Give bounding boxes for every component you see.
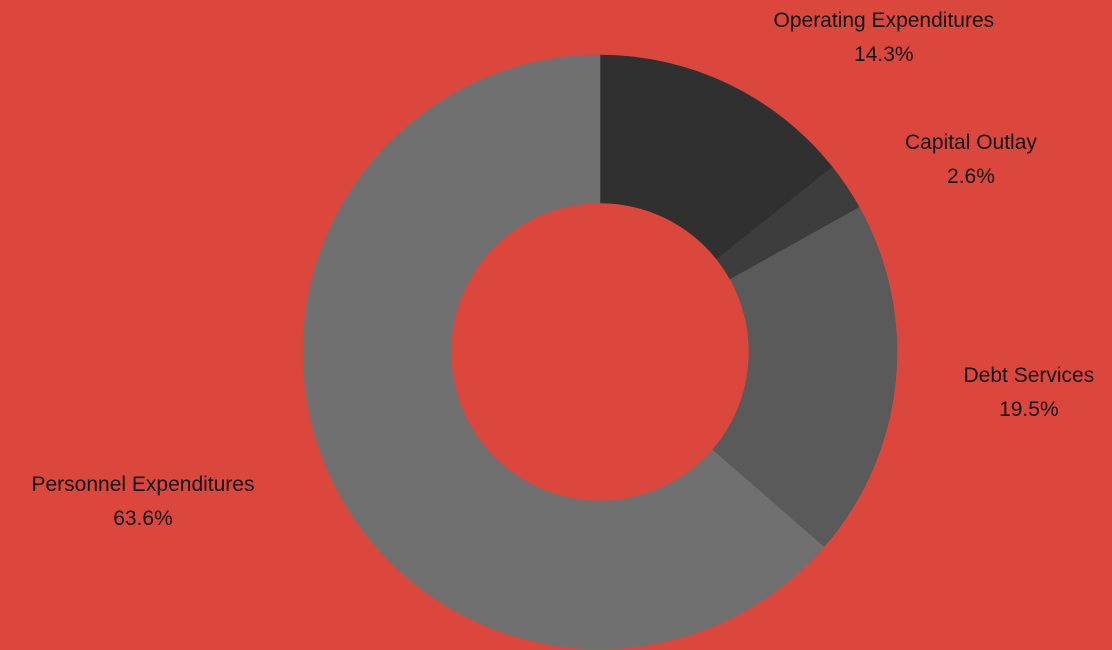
slice-percent-operating-expenditures: 14.3%	[854, 43, 914, 66]
slice-label-personnel-expenditures: Personnel Expenditures 63.6%	[32, 468, 255, 536]
slice-percent-personnel-expenditures: 63.6%	[113, 507, 173, 530]
slice-name-operating-expenditures: Operating Expenditures	[773, 9, 995, 32]
slice-label-operating-expenditures: Operating Expenditures 14.3%	[774, 4, 995, 72]
slice-percent-debt-services: 19.5%	[999, 398, 1059, 421]
slice-label-capital-outlay: Capital Outlay 2.6%	[905, 126, 1037, 194]
donut-slice-personnel-expenditures	[302, 54, 825, 650]
slice-label-debt-services: Debt Services 19.5%	[964, 359, 1095, 427]
donut-slice-operating-expenditures	[599, 54, 833, 260]
slice-percent-capital-outlay: 2.6%	[947, 165, 995, 188]
slice-name-debt-services: Debt Services	[963, 364, 1095, 387]
slice-name-capital-outlay: Capital Outlay	[905, 131, 1037, 154]
slice-name-personnel-expenditures: Personnel Expenditures	[31, 473, 255, 496]
donut-slice-debt-services	[712, 206, 898, 548]
